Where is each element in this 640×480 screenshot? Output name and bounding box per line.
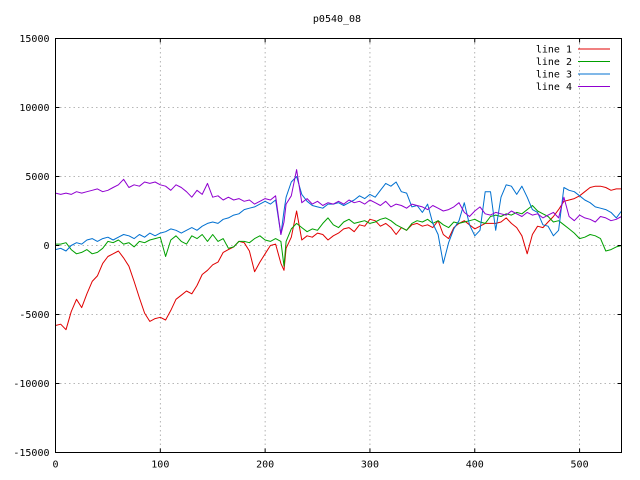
y-tick-label-2: -5000 xyxy=(19,310,49,321)
x-tick-label-3: 300 xyxy=(361,460,379,471)
series-line-3 xyxy=(55,176,622,264)
legend-label-3: line 3 xyxy=(536,70,572,81)
series-line-2 xyxy=(55,205,622,267)
chart-title: p0540_08 xyxy=(313,14,361,25)
x-tick-label-0: 0 xyxy=(52,460,58,471)
series-line-1 xyxy=(55,185,622,331)
x-tick-label-2: 200 xyxy=(256,460,274,471)
legend-label-2: line 2 xyxy=(536,57,572,68)
y-tick-label-4: 5000 xyxy=(25,172,49,183)
legend-label-1: line 1 xyxy=(536,45,572,56)
y-tick-label-3: 0 xyxy=(43,241,49,252)
legend-label-4: line 4 xyxy=(536,82,572,93)
y-tick-label-0: -15000 xyxy=(13,448,49,459)
series-layer xyxy=(55,169,622,331)
ticks: 0 100 200 300 400 500 -15000 -10000 -5000 0 5000 10… xyxy=(13,34,622,471)
grid xyxy=(55,38,622,453)
series-line-4 xyxy=(55,169,622,235)
x-tick-label-1: 100 xyxy=(151,460,169,471)
x-tick-label-5: 500 xyxy=(571,460,589,471)
y-tick-label-1: -10000 xyxy=(13,379,49,390)
plot-frame xyxy=(55,38,622,453)
x-tick-label-4: 400 xyxy=(466,460,484,471)
y-tick-label-6: 15000 xyxy=(19,34,49,45)
y-tick-label-5: 10000 xyxy=(19,103,49,114)
